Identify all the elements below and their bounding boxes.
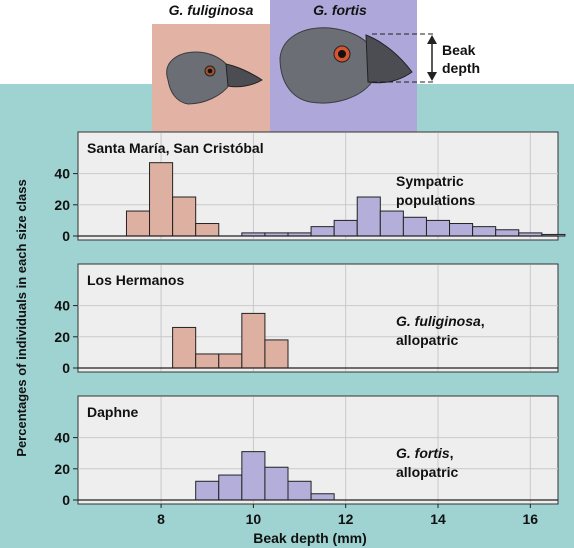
y-tick-label: 40: [54, 430, 70, 446]
x-tick-label: 14: [430, 511, 446, 527]
histogram-bar: [125, 210, 151, 237]
panel-title: Santa María, San Cristóbal: [87, 140, 264, 156]
x-tick-label: 16: [523, 511, 539, 527]
histogram-bar: [402, 216, 427, 237]
histogram-panels: 0 20 40 Santa María, San Cristóbal Sympatric…: [54, 131, 566, 527]
histogram-panel: 0 20 40 Santa María, San Cristóbal Sympatric…: [54, 131, 566, 244]
y-tick-label: 40: [54, 298, 70, 314]
histogram-bar: [241, 312, 266, 369]
panel-title: Los Hermanos: [87, 272, 184, 288]
y-tick-label: 20: [54, 329, 70, 345]
beak-depth-label-line1: Beak: [442, 42, 476, 58]
y-tick-label: 20: [54, 461, 70, 477]
panel-annotation: Sympatric: [396, 173, 464, 189]
panel-annotation-status: allopatric: [396, 332, 458, 348]
x-axis-label: Beak depth (mm): [253, 530, 367, 546]
histogram-bar: [195, 353, 220, 369]
histogram-bar: [310, 493, 335, 501]
histogram-bar: [149, 162, 174, 237]
panel-annotation-status: allopatric: [396, 464, 458, 480]
histogram-bar: [356, 196, 381, 237]
histogram-bar: [333, 219, 358, 237]
x-tick-label: 10: [246, 511, 262, 527]
beak-depth-indicator: [372, 33, 437, 83]
histogram-bar: [379, 210, 404, 237]
histogram-bar: [241, 451, 266, 501]
panel-annotation-species: G. fortis,: [396, 445, 454, 461]
beak-depth-label-line2: depth: [442, 60, 480, 76]
panel-frame: [77, 395, 559, 505]
histogram-bar: [264, 466, 289, 501]
y-tick-label: 0: [62, 492, 70, 508]
panel-annotation: populations: [396, 192, 476, 208]
y-axis-label: Percentages of individuals in each size …: [14, 179, 29, 456]
fuliginosa-bird-illustration: [166, 51, 263, 105]
histogram-bar: [287, 480, 312, 501]
histogram-bar: [425, 219, 451, 237]
histogram-bar: [472, 226, 497, 237]
histogram-panel: 0 20 40 Los Hermanos G. fuliginosa, allopatri…: [54, 263, 559, 376]
y-tick-label: 0: [62, 228, 70, 244]
fortis-header-label: G. fortis: [313, 2, 367, 18]
histogram-bar: [195, 223, 220, 237]
y-tick-label: 40: [54, 166, 70, 182]
histogram-bar: [449, 223, 474, 237]
panel-title: Daphne: [87, 404, 139, 420]
histogram-bar: [195, 480, 220, 501]
histogram-bar: [310, 226, 335, 237]
fuliginosa-header-label: G. fuliginosa: [169, 2, 254, 18]
x-tick-label: 8: [157, 511, 165, 527]
histogram-bar: [172, 196, 197, 237]
y-tick-label: 0: [62, 360, 70, 376]
histogram-panel: 0 20 40 Daphne G. fortis, allopatric: [54, 395, 559, 508]
fortis-bird-illustration: [279, 27, 413, 104]
histogram-bar: [218, 474, 243, 501]
histogram-bar: [172, 326, 197, 369]
histogram-bar: [264, 339, 289, 369]
y-tick-label: 20: [54, 197, 70, 213]
histogram-bar: [218, 353, 243, 369]
x-tick-label: 12: [338, 511, 354, 527]
panel-annotation-species: G. fuliginosa,: [396, 313, 485, 329]
histogram-bar: [495, 229, 520, 237]
panel-frame: [77, 263, 559, 373]
